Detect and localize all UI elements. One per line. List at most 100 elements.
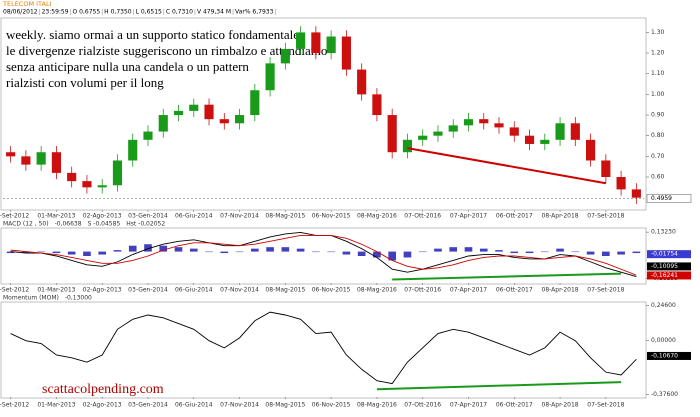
candle-body <box>189 104 199 111</box>
histogram-bar <box>312 251 320 253</box>
candle-body <box>6 152 16 157</box>
histogram-bar <box>586 251 595 255</box>
histogram-bar <box>296 248 305 252</box>
price-frame <box>0 17 647 211</box>
candle-body <box>494 123 504 128</box>
histogram-bar <box>220 251 229 254</box>
x-tick-label: 07-Set-2012 <box>0 287 29 294</box>
histogram-bar <box>617 251 625 255</box>
histogram-bar <box>449 247 458 252</box>
histogram-bar <box>22 251 30 254</box>
candle-body <box>509 127 519 136</box>
value-tag-label: -0,10670 <box>651 352 678 359</box>
histogram-bar <box>235 251 244 253</box>
histogram-bar <box>159 245 168 252</box>
value-tag <box>647 271 691 280</box>
histogram-bar <box>632 251 641 254</box>
x-tick-label: 08-Apr-2018 <box>542 402 579 409</box>
x-tick-label: 03-Gen-2014 <box>128 287 168 294</box>
x-tick-label: 07-Set-2018 <box>587 213 624 220</box>
x-tick-label: 06-Ott-2017 <box>496 402 533 409</box>
panel-header: Hst -0,02052 <box>126 221 165 228</box>
note-line: weekly. siamo ormai a un supporto static… <box>6 27 299 42</box>
x-tick-label: 02-Ago-2013 <box>83 213 122 220</box>
candle-body <box>112 160 123 186</box>
candle-body <box>250 90 260 116</box>
histogram-bar <box>52 251 61 254</box>
note-line: senza anticipare nulla una candela o un … <box>6 59 249 74</box>
histogram-bar <box>128 245 137 252</box>
x-tick-label: 07-Nov-2014 <box>220 287 259 294</box>
x-tick-label: 07-Set-2012 <box>0 213 29 220</box>
quote-item: V 479,34 M <box>197 9 231 16</box>
histogram-bar <box>373 251 381 258</box>
x-tick-label: 03-Gen-2014 <box>128 213 168 220</box>
candle-body <box>601 160 611 178</box>
momentum-frame <box>0 301 647 399</box>
x-tick-label: 03-Gen-2014 <box>128 402 168 409</box>
x-tick-label: 07-Set-2018 <box>587 287 624 294</box>
histogram-bar <box>479 248 488 252</box>
histogram-bar <box>327 251 335 253</box>
candle-body <box>265 63 275 91</box>
x-tick-label: 08-Mag-2015 <box>265 287 305 294</box>
y-tick-label: 0.60 <box>651 174 665 181</box>
histogram-bar <box>556 248 564 252</box>
watermark: scattacolpending.com <box>42 382 164 397</box>
series-line <box>10 311 637 385</box>
histogram-bar <box>510 251 519 254</box>
quote-item: 08/06/2012 <box>3 9 38 16</box>
candle-body <box>21 156 31 165</box>
y-tick-label: 0.80 <box>651 132 665 139</box>
x-tick-label: 01-Mar-2013 <box>37 213 75 220</box>
trendline <box>376 381 622 391</box>
histogram-bar <box>434 248 442 252</box>
y-tick-label: 1.30 <box>651 29 665 36</box>
x-tick-label: 08-Mag-2016 <box>357 287 397 294</box>
candle-body <box>463 119 474 126</box>
candle-body <box>326 36 336 54</box>
histogram-bar <box>83 251 91 256</box>
candle-body <box>97 185 107 188</box>
x-tick-label: 07-Apr-2017 <box>450 287 487 294</box>
candle-body <box>204 104 214 120</box>
histogram-bar <box>418 251 427 253</box>
histogram-bar <box>67 251 76 255</box>
candle-body <box>524 135 535 144</box>
x-tick-label: 08-Mag-2016 <box>357 213 397 220</box>
candle-body <box>143 131 153 140</box>
y-tick-label: -0,37600 <box>651 391 678 398</box>
histogram-bar <box>6 251 15 254</box>
y-tick-label: 0,00000 <box>651 337 676 344</box>
candle-body <box>418 135 428 140</box>
note-line: rialzisti con volumi per il long <box>6 75 164 90</box>
histogram-bar <box>540 251 549 253</box>
histogram-bar <box>403 251 412 258</box>
x-tick-label: 07-Set-2012 <box>0 402 29 409</box>
candle-body <box>555 123 565 140</box>
histogram-bar <box>602 251 610 256</box>
x-tick-label: 07-Ott-2016 <box>404 213 441 220</box>
quote-item: C 0,7310 <box>166 9 193 16</box>
candle-body <box>341 36 351 70</box>
panel-header: MACD (12 , 50) <box>3 221 49 228</box>
histogram-bar <box>189 248 198 252</box>
x-tick-label: 06-Nov-2015 <box>312 402 351 409</box>
value-tag <box>647 262 691 271</box>
x-tick-label: 08-Mag-2016 <box>357 402 397 409</box>
x-tick-label: 07-Ott-2016 <box>404 287 441 294</box>
x-tick-label: 08-Mag-2015 <box>265 213 305 220</box>
candle-body <box>82 181 92 188</box>
histogram-bar <box>342 251 351 255</box>
candle-body <box>296 32 306 49</box>
candle-body <box>402 139 413 153</box>
candle-body <box>234 115 245 124</box>
x-tick-label: 07-Nov-2014 <box>220 213 259 220</box>
histogram-bar <box>37 251 45 253</box>
histogram-bar <box>174 247 183 252</box>
y-tick-label: 0.70 <box>651 153 665 160</box>
candle-body <box>51 152 61 173</box>
candle-body <box>372 94 382 116</box>
candle-body <box>173 110 184 116</box>
histogram-bar <box>266 247 274 252</box>
